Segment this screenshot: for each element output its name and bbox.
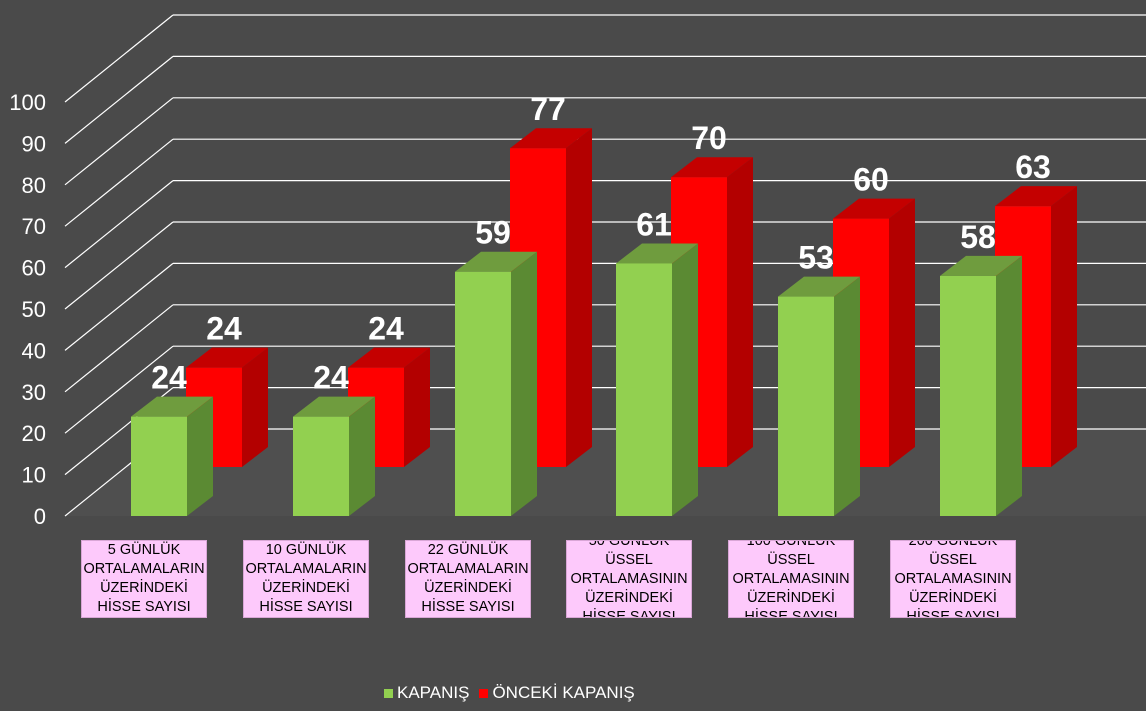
bar-kapanis bbox=[455, 271, 511, 516]
legend-label-onceki-kapanis: ÖNCEKİ KAPANIŞ bbox=[492, 683, 635, 702]
bar-kapanis bbox=[293, 416, 349, 516]
bar-kapanis bbox=[131, 416, 187, 516]
gridline-diagonal bbox=[64, 138, 174, 227]
category-label: 5 GÜNLÜK ORTALAMALARIN ÜZERİNDEKİ HİSSE … bbox=[81, 540, 207, 618]
bar-kapanis bbox=[940, 275, 996, 516]
gridline-diagonal bbox=[64, 221, 174, 310]
bar-onceki-kapanis-top bbox=[510, 128, 592, 149]
legend: KAPANIŞ ÖNCEKİ KAPANIŞ bbox=[384, 683, 635, 703]
legend-label-kapanis: KAPANIŞ bbox=[397, 683, 470, 702]
data-label-kapanis: 58 bbox=[960, 219, 996, 255]
y-tick-label: 100 bbox=[9, 90, 46, 115]
gridline-diagonal bbox=[64, 180, 174, 269]
bar-onceki-kapanis-side bbox=[404, 347, 430, 467]
gridline-diagonal bbox=[64, 14, 174, 103]
data-label-onceki-kapanis: 70 bbox=[691, 120, 727, 156]
gridline-diagonal bbox=[64, 304, 174, 393]
bar-kapanis-top bbox=[455, 251, 537, 272]
y-tick-label: 30 bbox=[22, 380, 46, 405]
category-label: 200 GÜNLÜK ÜSSEL ORTALAMASININ ÜZERİNDEK… bbox=[890, 540, 1016, 618]
y-tick-label: 90 bbox=[22, 131, 46, 156]
y-tick-label: 0 bbox=[34, 504, 46, 529]
bar-onceki-kapanis-side bbox=[1051, 186, 1077, 467]
bar-onceki-kapanis-side bbox=[242, 347, 268, 467]
bar-kapanis-side bbox=[511, 251, 537, 517]
bar-kapanis-top bbox=[940, 255, 1022, 276]
legend-swatch-kapanis bbox=[384, 688, 393, 698]
data-label-onceki-kapanis: 60 bbox=[853, 162, 889, 198]
data-label-onceki-kapanis: 24 bbox=[206, 311, 242, 347]
bar-kapanis-top bbox=[293, 396, 375, 417]
data-label-onceki-kapanis: 63 bbox=[1015, 149, 1051, 185]
bar-kapanis-side bbox=[672, 243, 698, 516]
bar-onceki-kapanis-top bbox=[348, 347, 430, 368]
legend-swatch-onceki-kapanis bbox=[479, 688, 489, 698]
y-tick-label: 50 bbox=[22, 297, 46, 322]
bar-onceki-kapanis-top bbox=[186, 347, 268, 368]
data-label-onceki-kapanis: 24 bbox=[368, 311, 404, 347]
legend-item-onceki-kapanis: ÖNCEKİ KAPANIŞ bbox=[479, 683, 635, 703]
gridline-diagonal bbox=[64, 345, 174, 434]
legend-item-kapanis: KAPANIŞ bbox=[384, 683, 469, 703]
bar-onceki-kapanis-top bbox=[833, 198, 915, 219]
y-tick-label: 60 bbox=[22, 256, 46, 281]
bar-onceki-kapanis-side bbox=[727, 157, 753, 467]
bar-kapanis bbox=[616, 263, 672, 516]
bar-onceki-kapanis-side bbox=[566, 128, 592, 467]
gridline-diagonal bbox=[64, 262, 174, 351]
y-tick-label: 20 bbox=[22, 421, 46, 446]
y-tick-label: 10 bbox=[22, 463, 46, 488]
data-label-kapanis: 61 bbox=[636, 206, 672, 242]
bar-onceki-kapanis-top bbox=[671, 157, 753, 178]
bar-kapanis-side bbox=[834, 276, 860, 516]
bar-kapanis-side bbox=[187, 396, 213, 516]
category-label: 10 GÜNLÜK ORTALAMALARIN ÜZERİNDEKİ HİSSE… bbox=[243, 540, 369, 618]
data-label-onceki-kapanis: 77 bbox=[530, 91, 566, 127]
data-label-kapanis: 24 bbox=[151, 360, 187, 396]
bar-kapanis-side bbox=[349, 396, 375, 516]
bar-kapanis-top bbox=[131, 396, 213, 417]
data-label-kapanis: 53 bbox=[798, 240, 834, 276]
bar-onceki-kapanis-side bbox=[889, 198, 915, 467]
bar-kapanis-top bbox=[778, 276, 860, 297]
category-label: 50 GÜNLÜK ÜSSEL ORTALAMASININ ÜZERİNDEKİ… bbox=[566, 540, 692, 618]
data-label-kapanis: 59 bbox=[475, 215, 511, 251]
category-label: 100 GÜNLÜK ÜSSEL ORTALAMASININ ÜZERİNDEK… bbox=[728, 540, 854, 618]
y-tick-label: 70 bbox=[22, 214, 46, 239]
y-tick-label: 40 bbox=[22, 338, 46, 363]
bar-kapanis-top bbox=[616, 243, 698, 264]
bar-kapanis-side bbox=[996, 255, 1022, 516]
category-label: 22 GÜNLÜK ORTALAMALARIN ÜZERİNDEKİ HİSSE… bbox=[405, 540, 531, 618]
bar-kapanis bbox=[778, 296, 834, 516]
gridline-diagonal bbox=[64, 97, 174, 186]
bar-onceki-kapanis-top bbox=[995, 186, 1077, 207]
gridline-diagonal bbox=[64, 55, 174, 144]
y-tick-label: 80 bbox=[22, 173, 46, 198]
data-label-kapanis: 24 bbox=[313, 360, 349, 396]
